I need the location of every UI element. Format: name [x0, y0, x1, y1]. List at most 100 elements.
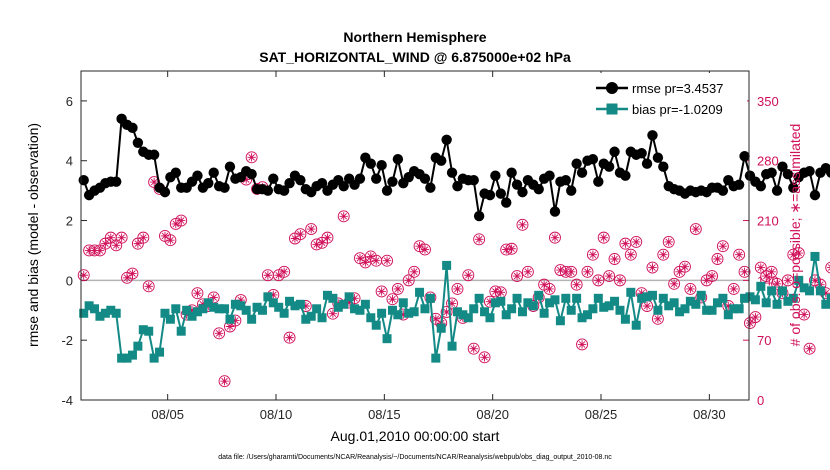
obs-assimilated-marker	[285, 333, 294, 342]
bias-point	[198, 304, 208, 314]
obs-assimilated-marker	[344, 298, 354, 307]
y2-tick-label: 70	[757, 333, 771, 348]
bias-point	[745, 292, 755, 302]
obs-assimilated-marker	[783, 276, 793, 285]
bias-point	[637, 293, 647, 303]
y-tick-label: 0	[66, 273, 73, 288]
obs-assimilated-marker	[187, 306, 197, 315]
rmse-point	[647, 130, 658, 141]
rmse-point	[387, 176, 398, 187]
bias-point	[263, 292, 273, 302]
bias-point	[669, 298, 679, 308]
bias-point	[821, 299, 830, 309]
obs-assimilated-marker	[474, 235, 484, 244]
bias-point	[718, 293, 728, 303]
bias-point	[474, 293, 484, 303]
legend-rmse-label: rmse pr=3.4537	[632, 81, 723, 96]
obs-assimilated-marker	[247, 153, 256, 162]
obs-possible-marker	[706, 270, 719, 283]
obs-assimilated-marker	[355, 253, 365, 263]
obs-assimilated-marker	[214, 329, 224, 338]
rmse-point	[132, 137, 144, 148]
bias-point	[463, 313, 473, 323]
obs-possible-marker	[137, 231, 150, 244]
obs-assimilated-marker	[112, 241, 121, 250]
rmse-point	[419, 173, 431, 184]
bias-point	[723, 310, 733, 320]
obs-assimilated-marker	[90, 246, 99, 255]
obs-assimilated-marker	[594, 276, 603, 285]
obs-assimilated-marker	[177, 216, 186, 225]
obs-assimilated-marker	[734, 250, 744, 259]
obs-assimilated-marker	[485, 297, 495, 306]
rmse-point	[376, 160, 387, 171]
bias-point	[610, 296, 620, 306]
obs-assimilated-marker	[632, 237, 641, 247]
obs-possible-marker	[337, 210, 350, 223]
obs-assimilated-marker	[415, 241, 424, 251]
rmse-point	[658, 161, 669, 172]
y-tick-label: 2	[66, 214, 73, 229]
obs-assimilated-marker	[691, 224, 701, 234]
y-axis-left: -4 -2 0 2 4 6	[61, 94, 87, 408]
rmse-point	[316, 177, 328, 189]
obs-assimilated-marker	[810, 276, 820, 285]
obs-assimilated-marker	[713, 254, 722, 264]
obs-possible-marker	[630, 235, 643, 248]
obs-assimilated-marker	[653, 314, 663, 324]
bias-point	[750, 295, 760, 305]
obs-possible-marker	[586, 248, 599, 261]
rmse-point	[733, 179, 745, 190]
obs-assimilated-marker	[772, 279, 782, 288]
bias-point	[442, 260, 452, 270]
obs-assimilated-marker	[366, 252, 375, 261]
y2-tick-label: 210	[757, 214, 779, 229]
bias-point	[707, 305, 717, 315]
obs-assimilated-marker	[648, 263, 657, 272]
obs-possible-marker	[115, 231, 128, 244]
obs-assimilated-marker	[279, 267, 289, 277]
y2-tick-label: 280	[757, 154, 779, 169]
bias-point	[133, 341, 143, 351]
y2-axis-label: # of obs: o=possible; ∗=assimilated	[787, 124, 803, 347]
obs-assimilated-marker	[301, 301, 310, 311]
obs-assimilated-marker	[756, 263, 766, 272]
obs-assimilated-marker	[399, 310, 408, 319]
rmse-point	[381, 185, 393, 196]
obs-assimilated-marker	[702, 276, 711, 285]
rmse-point	[533, 183, 544, 195]
obs-possible-marker	[733, 248, 746, 261]
rmse-point	[804, 165, 815, 177]
rmse-point	[354, 173, 366, 184]
rmse-point	[192, 170, 203, 181]
bias-point	[599, 302, 609, 312]
obs-assimilated-marker	[751, 312, 760, 322]
y-tick-label: 6	[66, 94, 73, 109]
obs-possible-marker	[597, 231, 610, 244]
rmse-point	[501, 197, 512, 208]
rmse-point	[571, 158, 582, 169]
rmse-point	[170, 167, 181, 178]
bias-point	[100, 308, 110, 318]
obs-assimilated-marker	[507, 244, 516, 253]
bias-point	[90, 304, 100, 314]
rmse-point	[365, 158, 376, 169]
bias-point	[220, 304, 230, 314]
obs-assimilated-marker	[144, 282, 153, 291]
obs-possible-marker	[516, 218, 529, 231]
obs-possible-marker	[142, 280, 155, 293]
obs-possible-marker	[164, 234, 177, 247]
data-file-footnote: data file: /Users/gharamti/Documents/NCA…	[218, 454, 612, 461]
rmse-point	[490, 170, 501, 181]
obs-possible-marker	[711, 253, 724, 265]
rmse-point	[208, 167, 219, 178]
obs-possible-marker	[570, 278, 583, 291]
bias-point	[555, 316, 565, 326]
obs-assimilated-marker	[84, 246, 94, 255]
obs-assimilated-marker	[545, 284, 554, 294]
bias-point	[257, 305, 267, 315]
bias-point	[685, 296, 695, 306]
obs-possible-marker	[716, 240, 729, 253]
bias-point	[794, 275, 804, 285]
